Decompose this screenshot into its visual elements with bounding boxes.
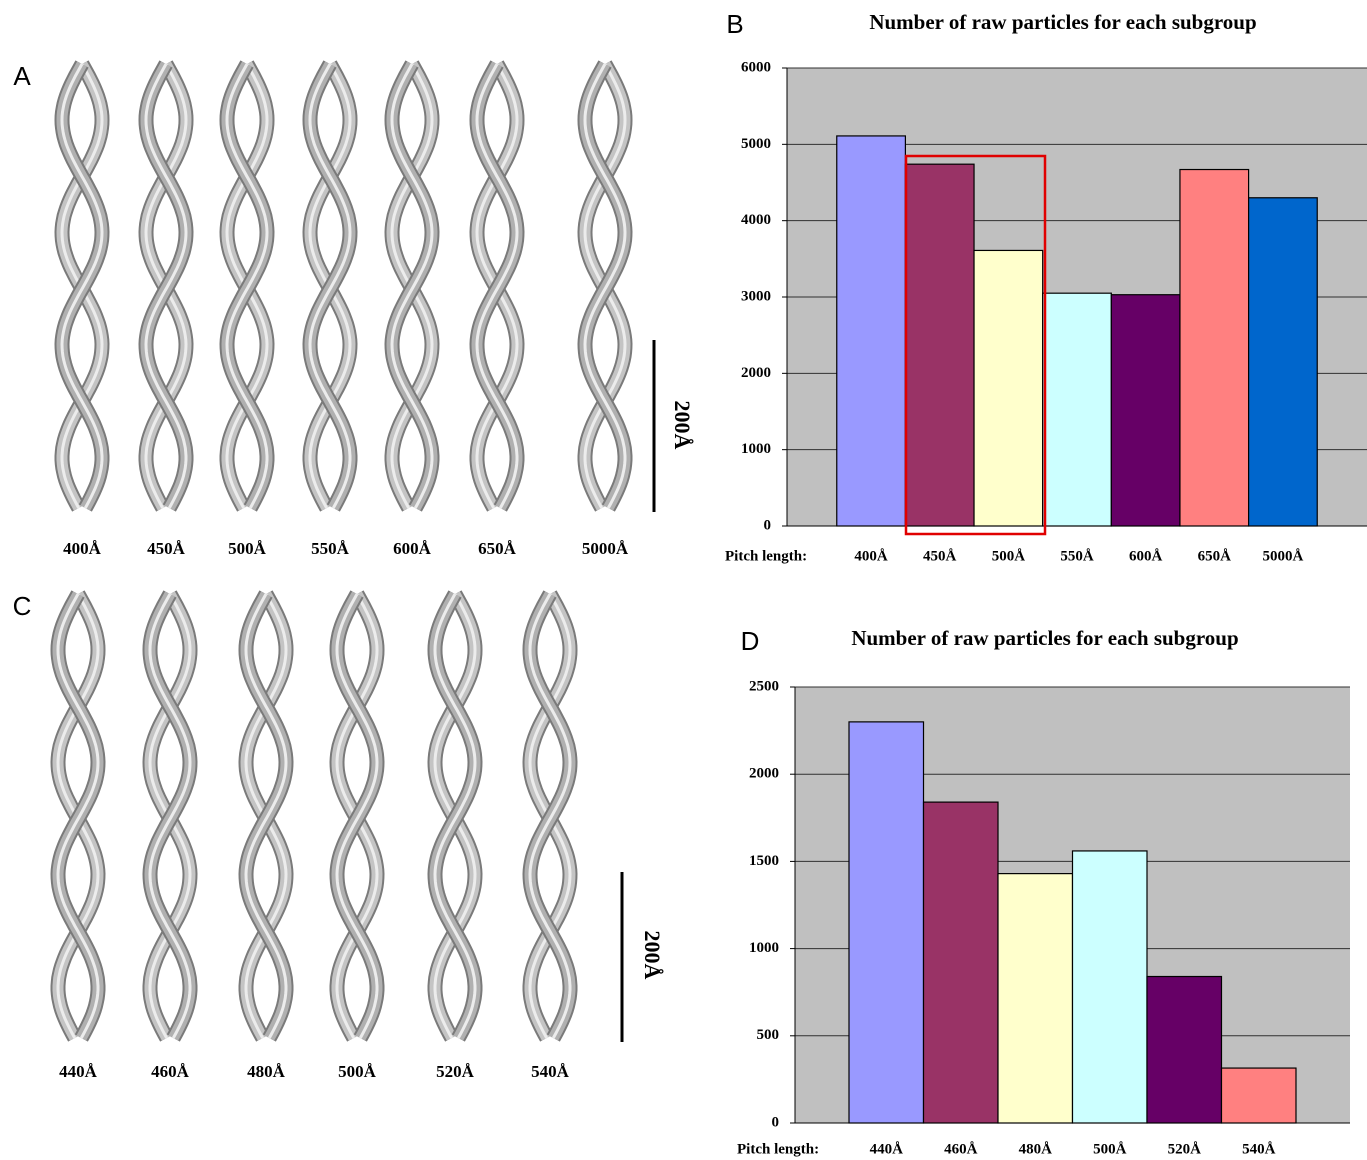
y-tick-label: 5000 <box>741 136 771 152</box>
x-tick-label: 520Å <box>1168 1141 1202 1157</box>
helix-illustration <box>246 594 286 1038</box>
y-tick-label: 6000 <box>741 59 771 75</box>
helix-illustration <box>392 64 432 508</box>
bar <box>849 722 923 1123</box>
y-tick-label: 1500 <box>749 853 779 869</box>
x-tick-label: 550Å <box>1060 548 1094 564</box>
pitch-label: 460Å <box>151 1062 190 1081</box>
panel-letter: B <box>726 9 743 39</box>
bar <box>1221 1068 1295 1123</box>
x-tick-label: 500Å <box>1093 1141 1127 1157</box>
helix-illustration <box>477 64 517 508</box>
pitch-label: 480Å <box>247 1062 286 1081</box>
x-tick-label: 600Å <box>1129 548 1163 564</box>
x-tick-label: 5000Å <box>1262 548 1303 564</box>
bar <box>1043 293 1112 526</box>
pitch-label: 600Å <box>393 539 432 558</box>
x-tick-label: 500Å <box>992 548 1026 564</box>
bar <box>974 250 1043 526</box>
y-tick-label: 1000 <box>749 940 779 956</box>
y-tick-label: 1000 <box>741 441 771 457</box>
x-tick-label: 460Å <box>944 1141 978 1157</box>
y-tick-label: 2000 <box>749 766 779 782</box>
bar <box>905 164 974 526</box>
helix-illustration <box>227 64 267 508</box>
pitch-label: 450Å <box>147 539 186 558</box>
panel-letter: A <box>13 61 31 91</box>
helix-illustration <box>146 64 186 508</box>
y-tick-label: 2000 <box>741 365 771 381</box>
y-tick-label: 4000 <box>741 212 771 228</box>
bar <box>1147 977 1221 1123</box>
pitch-label: 650Å <box>478 539 517 558</box>
panel-letter: C <box>13 591 32 621</box>
y-tick-label: 500 <box>757 1027 780 1043</box>
helix-illustration <box>310 64 350 508</box>
helix-illustration <box>58 594 98 1038</box>
x-tick-label: 450Å <box>923 548 957 564</box>
bar <box>1111 295 1180 526</box>
x-tick-label: 480Å <box>1019 1141 1053 1157</box>
bar <box>924 802 998 1123</box>
chart-title: Number of raw particles for each subgrou… <box>869 10 1256 34</box>
pitch-label: 400Å <box>63 539 102 558</box>
x-axis-label: Pitch length: <box>737 1141 819 1157</box>
pitch-label: 500Å <box>338 1062 377 1081</box>
helix-illustration <box>530 594 570 1038</box>
x-tick-label: 440Å <box>870 1141 904 1157</box>
x-tick-label: 650Å <box>1198 548 1232 564</box>
x-tick-label: 540Å <box>1242 1141 1276 1157</box>
figure: A 400Å 450Å 500Å 550Å 600Å 650Å 5000Å 200Å C 440Å 4… <box>0 0 1367 1160</box>
chart-title: Number of raw particles for each subgrou… <box>851 626 1238 650</box>
bar <box>998 874 1072 1123</box>
helix-illustration <box>435 594 475 1038</box>
pitch-label: 550Å <box>311 539 350 558</box>
y-tick-label: 0 <box>764 517 772 533</box>
scale-bar-label: 200Å <box>640 931 665 980</box>
bar <box>1180 170 1249 526</box>
bar <box>837 136 906 526</box>
helix-illustration <box>585 64 625 508</box>
scale-bar-label: 200Å <box>670 401 695 450</box>
y-tick-label: 2500 <box>749 678 779 694</box>
x-tick-label: 400Å <box>854 548 888 564</box>
panel-letter: D <box>741 626 760 656</box>
bar <box>1073 851 1147 1123</box>
x-axis-label: Pitch length: <box>725 548 807 564</box>
y-tick-label: 3000 <box>741 288 771 304</box>
pitch-label: 500Å <box>228 539 267 558</box>
helix-illustration <box>150 594 190 1038</box>
pitch-label: 5000Å <box>582 539 629 558</box>
pitch-label: 520Å <box>436 1062 475 1081</box>
helix-illustration <box>62 64 102 508</box>
y-tick-label: 0 <box>772 1114 780 1130</box>
helix-illustration <box>337 594 377 1038</box>
pitch-label: 440Å <box>59 1062 98 1081</box>
pitch-label: 540Å <box>531 1062 570 1081</box>
bar <box>1249 198 1318 526</box>
